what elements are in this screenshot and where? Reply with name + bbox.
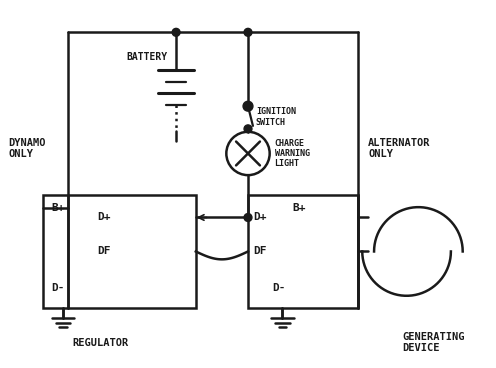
Text: D+: D+	[253, 212, 266, 223]
Text: D-: D-	[273, 283, 286, 293]
Circle shape	[243, 101, 253, 111]
Bar	[248, 195, 358, 308]
Text: GENERATING
DEVICE: GENERATING DEVICE	[403, 332, 465, 353]
Text: D-: D-	[51, 283, 64, 293]
Text: IGNITION
SWITCH: IGNITION SWITCH	[256, 107, 296, 127]
Text: DF: DF	[97, 247, 111, 256]
Text: D+: D+	[97, 212, 111, 223]
Circle shape	[244, 125, 252, 133]
Text: BATTERY: BATTERY	[127, 52, 168, 62]
Bar	[43, 195, 196, 308]
Circle shape	[172, 28, 180, 36]
Circle shape	[244, 28, 252, 36]
Text: ALTERNATOR
ONLY: ALTERNATOR ONLY	[368, 138, 431, 159]
Text: B+: B+	[51, 204, 64, 213]
Text: DYNAMO
ONLY: DYNAMO ONLY	[8, 138, 46, 159]
Text: B+: B+	[292, 204, 306, 213]
Text: REGULATOR: REGULATOR	[73, 337, 129, 347]
Text: CHARGE
WARNING
LIGHT: CHARGE WARNING LIGHT	[275, 139, 310, 169]
Text: DF: DF	[253, 247, 266, 256]
Circle shape	[244, 213, 252, 222]
